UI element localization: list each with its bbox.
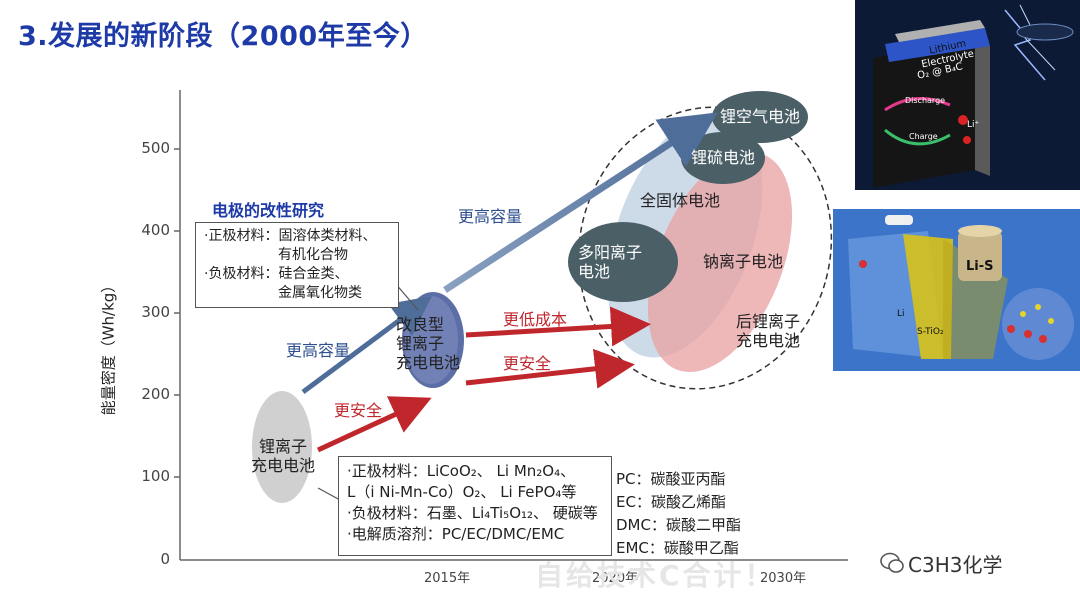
li-air-label-liplus: Li⁺ — [967, 120, 980, 130]
y-tick-500: 500 — [141, 139, 170, 157]
safety-arrow-1 — [316, 396, 432, 453]
post-li-bubble — [647, 151, 793, 373]
y-tick-300: 300 — [141, 303, 170, 321]
li-air-illustration: Lithium Electrolyte O₂ @ B₄C Li⁺ Dischar… — [855, 0, 1080, 190]
li-ion-bubble — [252, 391, 312, 503]
y-tick-200: 200 — [141, 385, 170, 403]
li-air-label: 锂空气电池 — [719, 107, 800, 126]
li-s-label-lis: Li-S — [966, 259, 994, 274]
box-connector-bottom — [317, 487, 341, 501]
li-air-label-charge: Charge — [909, 132, 938, 141]
capacity-arrow-1 — [301, 296, 433, 395]
li-s-label-stio2: S-TiO₂ — [917, 327, 944, 337]
y-tick-100: 100 — [141, 467, 170, 485]
li-ion-label: 锂离子 充电电池 — [250, 437, 315, 475]
x-tick-2030: 2030年 — [760, 571, 807, 586]
y-tick-0: 0 — [160, 550, 170, 568]
solvent-item: DMC：碳酸二甲酯 — [616, 516, 741, 534]
capacity-label-2: 更高容量 — [458, 207, 523, 226]
page-title: 3.发展的新阶段（2000年至今） — [18, 21, 428, 52]
solid-state-label: 全固体电池 — [639, 191, 720, 210]
y-tick-400: 400 — [141, 221, 170, 239]
sodium-label: 钠离子电池 — [702, 252, 783, 271]
materials-line: ·电解质溶剂：PC/EC/DMC/EMC — [347, 525, 565, 543]
li-air-bubble — [712, 91, 808, 143]
li-s-illustration-art — [833, 209, 1080, 371]
improved-label: 改良型 锂离子 充电电池 — [396, 315, 461, 372]
y-axis-label: 能量密度（Wh/kg） — [99, 277, 118, 416]
modification-line: ·负极材料：硅合金类、 — [204, 266, 349, 282]
y-ticks — [174, 148, 180, 478]
modification-line: 金属氧化物类 — [278, 285, 362, 301]
multivalent-bubble — [568, 222, 678, 302]
cost-label: 更低成本 — [503, 310, 568, 329]
solvent-item: EC：碳酸乙烯酯 — [616, 493, 726, 511]
modification-heading: 电极的改性研究 — [212, 201, 325, 220]
materials-box: ·正极材料：LiCoO₂、 Li Mn₂O₄、 L（i Ni-Mn-Co）O₂、… — [338, 456, 612, 556]
safety-label-1: 更安全 — [334, 401, 383, 420]
x-tick-2020: 2020年 — [592, 571, 639, 586]
li-air-label-discharge: Discharge — [905, 96, 946, 105]
safety-arrow-2 — [465, 348, 635, 389]
li-air-illustration-art — [855, 0, 1080, 190]
solvent-item: EMC：碳酸甲乙酯 — [616, 539, 739, 557]
modification-line: ·正极材料：固溶体类材料、 — [204, 228, 377, 244]
capacity-arrow-2 — [443, 112, 718, 293]
solvent-legend: PC：碳酸亚丙酯 EC：碳酸乙烯酯 DMC：碳酸二甲酯 EMC：碳酸甲乙酯 — [616, 468, 741, 560]
materials-line: ·负极材料：石墨、Li₄Ti₅O₁₂、 硬碳等 — [347, 504, 598, 522]
materials-line: L（i Ni-Mn-Co）O₂、 Li FePO₄等 — [347, 483, 577, 501]
materials-line: ·正极材料：LiCoO₂、 Li Mn₂O₄、 — [347, 462, 576, 480]
capacity-label-1: 更高容量 — [286, 341, 351, 360]
safety-label-2: 更安全 — [503, 354, 552, 373]
li-s-label: 锂硫电池 — [690, 148, 755, 167]
x-tick-2015: 2015年 — [424, 571, 471, 586]
watermark-text: C3H3化学 — [908, 553, 1003, 577]
li-s-label-li: Li — [897, 309, 905, 319]
ghost-watermark-text: 自给技术C合计！ — [535, 559, 776, 592]
multivalent-label: 多阳离子 电池 — [578, 243, 643, 281]
post-li-label: 后锂离子 充电电池 — [736, 312, 801, 350]
modification-box: ·正极材料：固溶体类材料、 有机化合物 ·负极材料：硅合金类、 金属氧化物类 — [195, 222, 399, 308]
wechat-icon — [880, 551, 904, 575]
future-region-ellipse — [577, 106, 833, 390]
li-s-illustration: Li-S Li S-TiO₂ — [833, 209, 1080, 371]
solvent-item: PC：碳酸亚丙酯 — [616, 470, 726, 488]
modification-line: 有机化合物 — [278, 247, 348, 263]
cost-arrow — [465, 306, 651, 347]
